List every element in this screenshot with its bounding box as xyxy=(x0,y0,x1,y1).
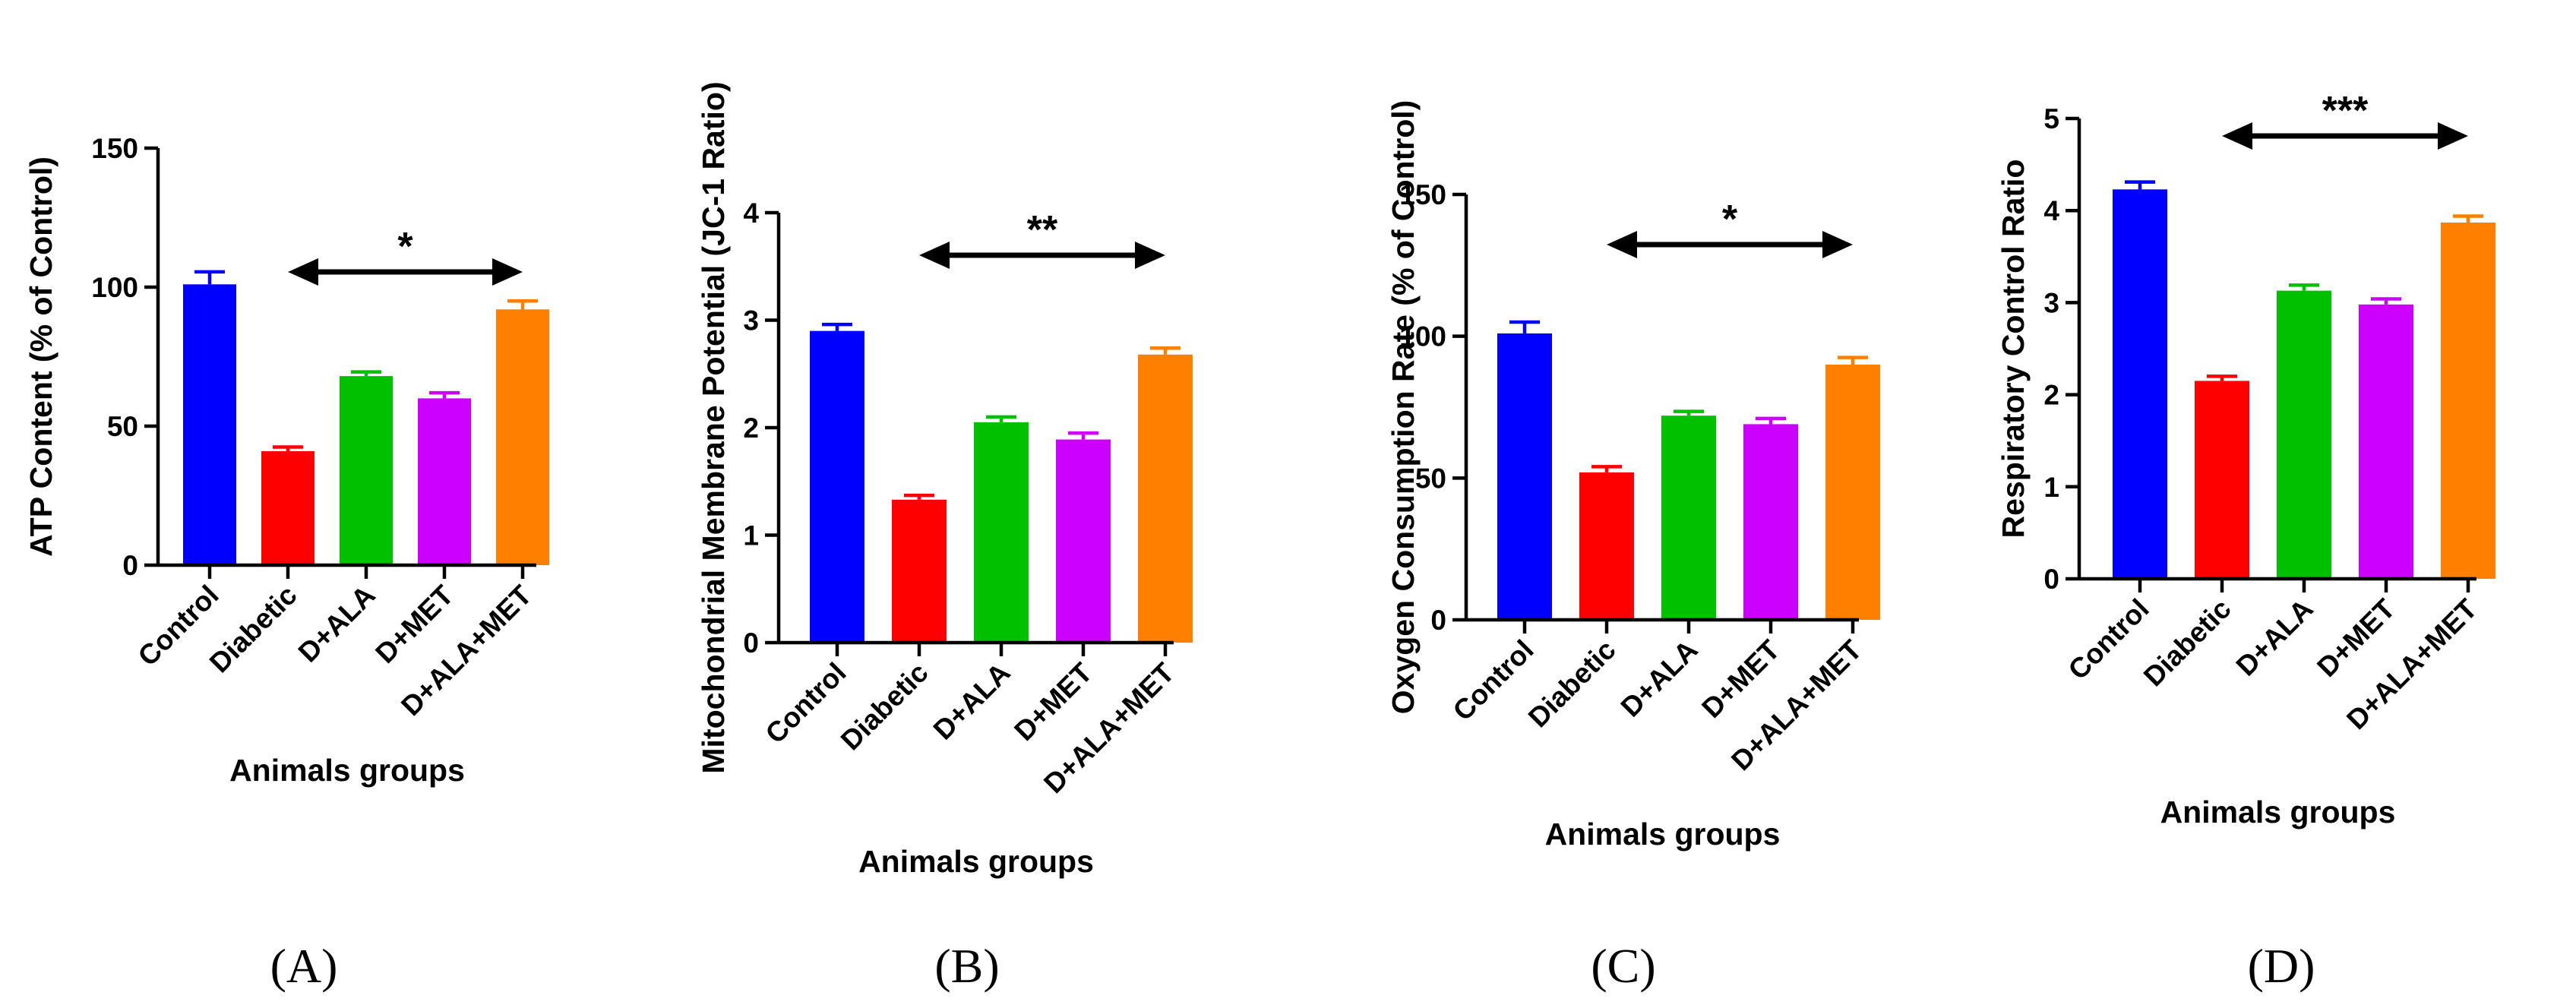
chart-c-bar-2 xyxy=(1661,416,1716,620)
chart-c-category-label-2: D+ALA xyxy=(1615,634,1704,723)
chart-b-x-axis-title: Animals groups xyxy=(858,844,1094,879)
chart-b-bar-1 xyxy=(892,499,947,643)
chart-d-bar-3 xyxy=(2359,304,2413,579)
chart-b-arrow-head-left xyxy=(919,242,950,269)
chart-d-bar-1 xyxy=(2195,381,2249,579)
chart-b-bar-0 xyxy=(810,330,864,643)
chart-a-x-axis-title: Animals groups xyxy=(229,753,465,788)
chart-d-bar-2 xyxy=(2277,290,2331,579)
chart-b-panel-label: (B) xyxy=(934,939,999,993)
chart-d-panel-label: (D) xyxy=(2248,939,2315,993)
chart-a-significance-label: * xyxy=(397,225,413,269)
chart-c-category-label-1: Diabetic xyxy=(1522,634,1622,734)
chart-a-y-axis-title: ATP Content (% of Control) xyxy=(24,156,58,557)
chart-c-bar-3 xyxy=(1743,424,1798,620)
chart-c-y-tick-label-1: 50 xyxy=(1415,463,1446,494)
chart-b-significance-label: ** xyxy=(1027,208,1058,252)
chart-c-y-tick-label-2: 100 xyxy=(1399,321,1446,352)
chart-a-bar-3 xyxy=(418,398,471,565)
chart-a-arrow-head-left xyxy=(288,258,318,286)
chart-d-y-tick-label-4: 4 xyxy=(2043,195,2059,226)
chart-a-y-tick-label-1: 50 xyxy=(107,411,138,442)
chart-a-bar-2 xyxy=(340,376,393,565)
chart-d: 012345ControlDiabeticD+ALAD+METD+ALA+MET… xyxy=(1996,89,2495,993)
chart-c-y-axis-title: Oxygen Consumption Rate (% of Control) xyxy=(1386,100,1421,715)
chart-c-y-tick-label-0: 0 xyxy=(1430,605,1446,636)
chart-b-arrow-head-right xyxy=(1135,242,1165,269)
chart-a-panel-label: (A) xyxy=(270,939,338,993)
chart-c: 050100150ControlDiabeticD+ALAD+METD+ALA+… xyxy=(1386,100,1880,993)
chart-d-significance-label: *** xyxy=(2322,89,2369,133)
chart-c-bar-4 xyxy=(1825,365,1880,620)
chart-b-y-tick-label-1: 1 xyxy=(743,520,759,551)
chart-d-y-tick-label-1: 1 xyxy=(2043,472,2059,503)
chart-b-y-tick-label-3: 3 xyxy=(743,305,759,337)
chart-c-significance-label: * xyxy=(1722,197,1738,242)
chart-b-y-axis-title: Mitochondrial Membrane Potential (JC-1 R… xyxy=(696,81,731,773)
chart-b: 01234ControlDiabeticD+ALAD+METD+ALA+METM… xyxy=(696,81,1193,993)
chart-c-bar-1 xyxy=(1579,472,1634,620)
chart-d-y-tick-label-5: 5 xyxy=(2043,103,2059,134)
chart-d-bar-0 xyxy=(2113,189,2167,580)
chart-c-arrow-head-right xyxy=(1822,231,1853,258)
chart-a-category-label-2: D+ALA xyxy=(292,580,381,668)
chart-d-y-axis-title: Respiratory Control Ratio xyxy=(1996,160,2031,539)
chart-a-y-tick-label-0: 0 xyxy=(122,550,138,581)
chart-d-category-label-1: Diabetic xyxy=(2138,593,2237,693)
chart-b-y-tick-label-0: 0 xyxy=(743,627,759,659)
chart-a-y-tick-label-2: 100 xyxy=(91,272,138,303)
chart-b-y-tick-label-2: 2 xyxy=(743,412,759,444)
chart-c-x-axis-title: Animals groups xyxy=(1545,817,1781,852)
chart-c-panel-label: (C) xyxy=(1591,939,1655,993)
chart-a: 050100150ControlDiabeticD+ALAD+METD+ALA+… xyxy=(24,133,549,993)
chart-a-category-label-1: Diabetic xyxy=(204,580,303,679)
chart-c-bar-0 xyxy=(1497,333,1552,620)
chart-b-category-label-1: Diabetic xyxy=(835,657,934,757)
chart-a-bar-4 xyxy=(496,309,549,565)
chart-a-arrow-head-right xyxy=(492,258,523,286)
chart-c-arrow-head-left xyxy=(1607,231,1637,258)
chart-b-y-tick-label-4: 4 xyxy=(743,197,759,229)
chart-b-category-label-2: D+ALA xyxy=(928,657,1016,746)
chart-b-bar-2 xyxy=(974,422,1029,643)
chart-c-y-tick-label-3: 150 xyxy=(1399,179,1446,210)
chart-d-y-tick-label-0: 0 xyxy=(2043,564,2059,595)
chart-a-bar-1 xyxy=(261,450,314,565)
chart-d-category-label-2: D+ALA xyxy=(2230,593,2319,682)
chart-b-bar-4 xyxy=(1138,354,1193,643)
chart-d-y-tick-label-2: 2 xyxy=(2043,380,2059,411)
chart-b-bar-3 xyxy=(1056,439,1111,643)
chart-d-arrow-head-right xyxy=(2438,122,2468,150)
chart-a-bar-0 xyxy=(183,284,236,565)
chart-d-x-axis-title: Animals groups xyxy=(2160,795,2396,829)
chart-d-arrow-head-left xyxy=(2222,122,2252,150)
chart-d-y-tick-label-3: 3 xyxy=(2043,287,2059,318)
chart-a-y-tick-label-3: 150 xyxy=(91,133,138,164)
chart-d-bar-4 xyxy=(2441,222,2495,579)
